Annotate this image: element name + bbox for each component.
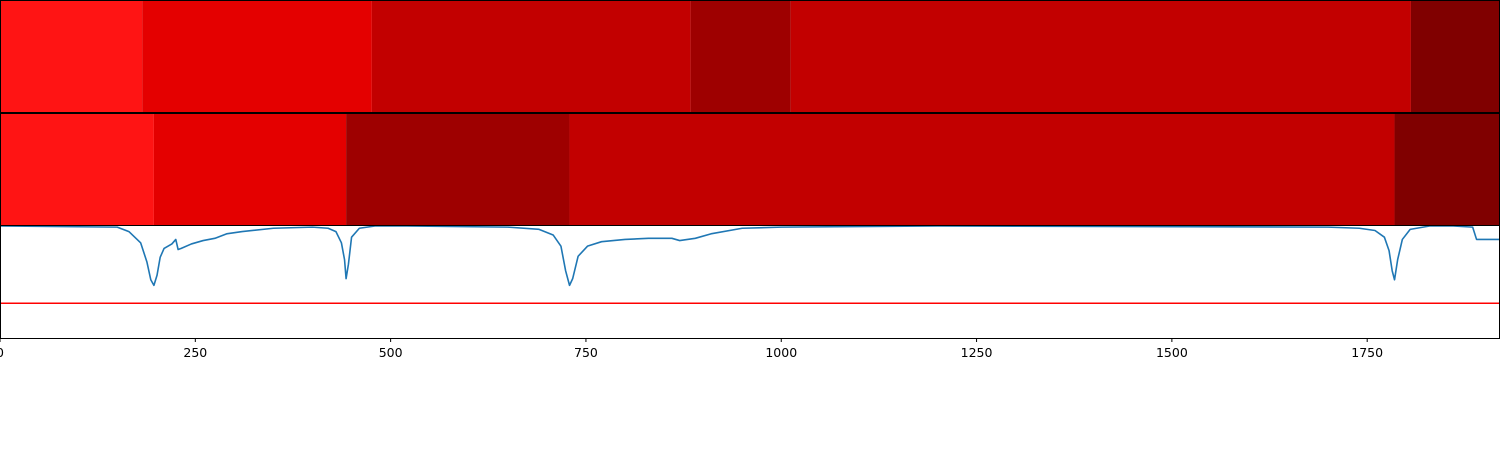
- heat-segment-2-1: [0, 114, 154, 225]
- heat-segment-2-2: [153, 114, 347, 225]
- x-tick-label: 1750: [1351, 345, 1383, 360]
- heatmap-middle: [0, 114, 1500, 225]
- heat-segment-1-6: [1410, 1, 1500, 112]
- heat-segment-2-4: [569, 114, 1395, 225]
- line-panel: [0, 225, 1500, 338]
- line-panel-background: [0, 226, 1500, 338]
- heat-segment-1-1: [0, 1, 143, 112]
- series-line: [0, 225, 1500, 287]
- heat-segment-1-4: [690, 1, 791, 112]
- x-tick-label: 250: [183, 345, 207, 360]
- x-tick-label: 500: [379, 345, 403, 360]
- heat-segment-2-5: [1394, 114, 1500, 225]
- x-tick-label: 1500: [1156, 345, 1188, 360]
- x-tick-label: 0: [0, 345, 4, 360]
- x-tick-label: 1000: [765, 345, 797, 360]
- heat-segment-1-3: [371, 1, 691, 112]
- heat-segment-1-5: [790, 1, 1411, 112]
- heat-segment-1-2: [142, 1, 372, 112]
- x-axis: 0 250 500 750 1000 1250 1500 1750: [0, 338, 1383, 360]
- heatmap-top: [0, 1, 1500, 112]
- x-tick-label: 750: [574, 345, 598, 360]
- x-tick-label: 1250: [961, 345, 993, 360]
- heat-segment-2-3: [346, 114, 570, 225]
